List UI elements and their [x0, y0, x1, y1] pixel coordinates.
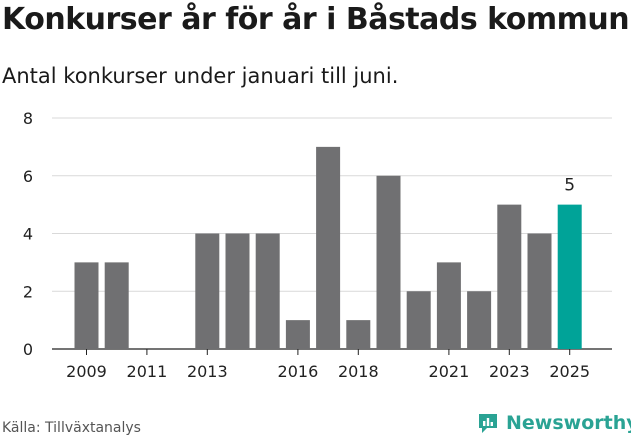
- bar: [195, 233, 220, 349]
- x-tick-label: 2013: [187, 362, 228, 381]
- x-tick-label: 2009: [66, 362, 107, 381]
- bar: [376, 175, 401, 349]
- bar: [285, 320, 310, 349]
- newsworthy-logo: Newsworthy: [476, 408, 631, 438]
- y-tick-label: 0: [23, 340, 33, 359]
- y-tick-label: 8: [23, 109, 33, 128]
- source-note: Källa: Tillväxtanalys: [2, 420, 141, 436]
- bar: [346, 320, 371, 349]
- bar: [255, 233, 280, 349]
- bar-chart: 0 2 4 6 8 2009 2011 2013 2016 2018 2021 2023 2025 5: [23, 109, 612, 381]
- bar: [436, 262, 461, 349]
- bar-layer: [74, 146, 582, 349]
- x-tick-label: 2018: [338, 362, 379, 381]
- x-tick-label: 2025: [549, 362, 590, 381]
- bar-highlight: [557, 204, 582, 349]
- brand-name: Newsworthy: [506, 412, 631, 434]
- bar: [104, 262, 129, 349]
- data-label: 5: [564, 176, 575, 196]
- bar: [497, 204, 522, 349]
- y-tick-label: 6: [23, 167, 33, 186]
- newsworthy-logo-icon: [479, 414, 497, 433]
- label-layer: 0 2 4 6 8 2009 2011 2013 2016 2018 2021 2023 2025 5: [23, 109, 590, 381]
- chart-title: Konkurser år för år i Båstads kommun: [2, 2, 630, 37]
- y-tick-label: 2: [23, 282, 33, 301]
- bar: [225, 233, 250, 349]
- chart-subtitle: Antal konkurser under januari till juni.: [2, 64, 399, 88]
- x-tick-label: 2011: [127, 362, 168, 381]
- x-tick-label: 2016: [278, 362, 319, 381]
- x-tick-label: 2021: [429, 362, 470, 381]
- bar: [467, 291, 492, 349]
- y-tick-label: 4: [23, 225, 33, 244]
- bar: [74, 262, 99, 349]
- bar: [316, 146, 341, 349]
- bar: [527, 233, 552, 349]
- bar: [406, 291, 431, 349]
- x-tick-label: 2023: [489, 362, 530, 381]
